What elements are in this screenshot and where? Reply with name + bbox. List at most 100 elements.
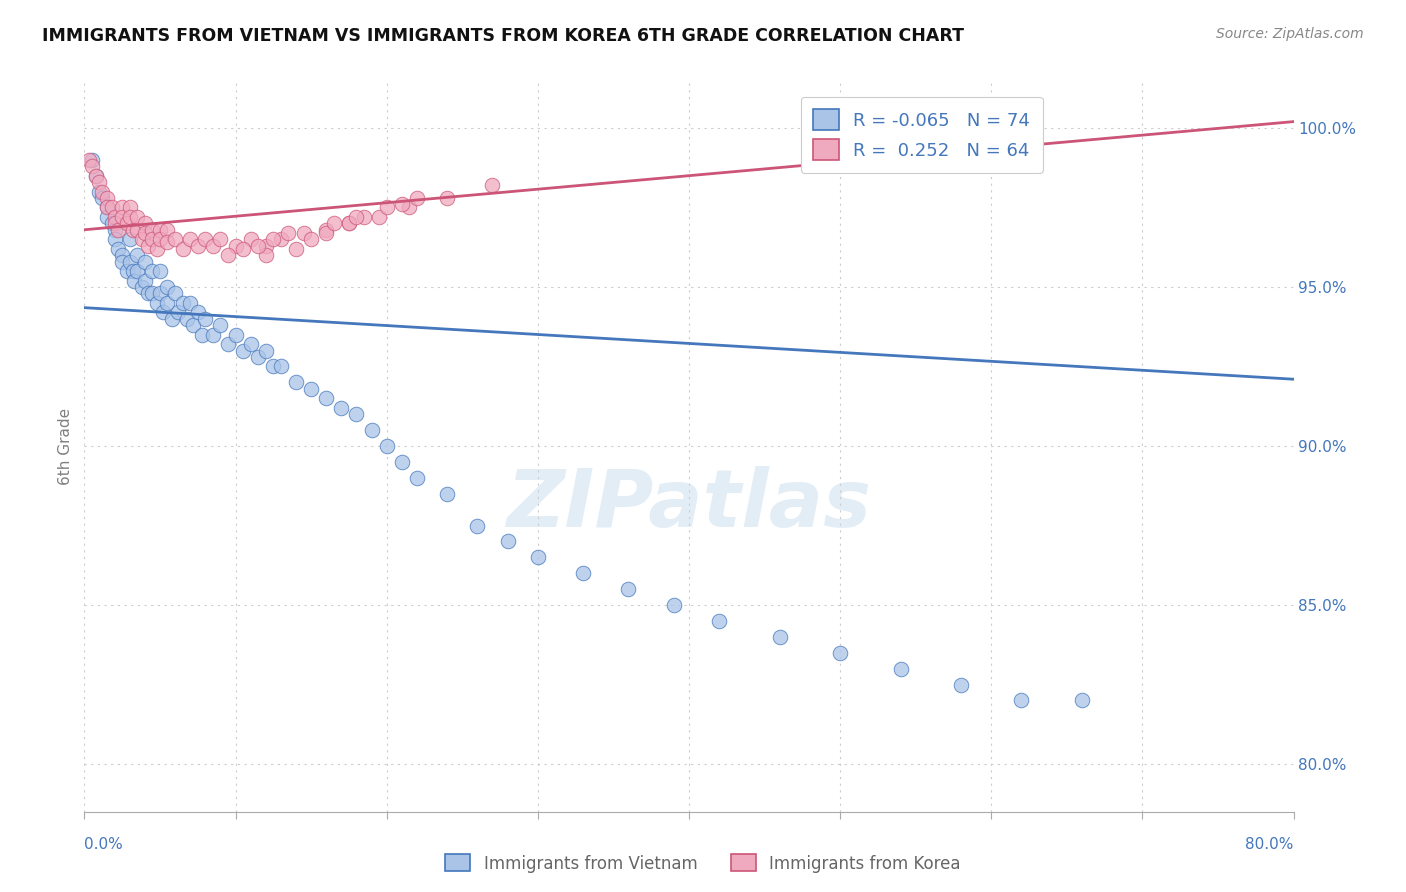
Point <box>346 407 368 421</box>
Point <box>368 210 391 224</box>
Point <box>118 210 141 224</box>
Point <box>481 178 503 193</box>
Point <box>527 550 550 565</box>
Point <box>167 305 190 319</box>
Text: Source: ZipAtlas.com: Source: ZipAtlas.com <box>1216 27 1364 41</box>
Point <box>1071 693 1094 707</box>
Point <box>322 216 344 230</box>
Point <box>181 318 204 333</box>
Point <box>80 159 103 173</box>
Legend: Immigrants from Vietnam, Immigrants from Korea: Immigrants from Vietnam, Immigrants from… <box>439 847 967 880</box>
Point <box>104 210 127 224</box>
Point <box>239 337 262 351</box>
Point <box>436 191 458 205</box>
Point <box>111 210 134 224</box>
Point <box>127 210 149 224</box>
Point <box>315 223 337 237</box>
Point <box>156 280 179 294</box>
Text: 0.0%: 0.0% <box>84 838 124 852</box>
Point <box>134 274 156 288</box>
Point <box>104 216 127 230</box>
Point <box>146 242 169 256</box>
Point <box>247 350 270 364</box>
Point <box>572 566 595 581</box>
Point <box>149 223 172 237</box>
Point <box>277 226 299 240</box>
Point <box>127 248 149 262</box>
Point <box>194 311 217 326</box>
Point <box>232 343 254 358</box>
Point <box>96 201 118 215</box>
Point <box>270 359 292 374</box>
Point <box>131 232 153 246</box>
Point <box>315 392 337 406</box>
Point <box>111 201 134 215</box>
Point <box>406 191 429 205</box>
Point <box>217 337 239 351</box>
Point <box>107 223 129 237</box>
Point <box>118 254 141 268</box>
Point <box>285 242 308 256</box>
Point <box>134 226 156 240</box>
Point <box>100 216 122 230</box>
Point <box>187 305 209 319</box>
Point <box>337 216 360 230</box>
Point <box>254 238 277 252</box>
Point <box>131 280 153 294</box>
Text: 80.0%: 80.0% <box>1246 838 1294 852</box>
Point <box>89 175 111 189</box>
Point <box>141 286 163 301</box>
Point <box>262 232 284 246</box>
Point <box>830 646 852 660</box>
Point <box>890 662 912 676</box>
Y-axis label: 6th Grade: 6th Grade <box>58 408 73 484</box>
Point <box>225 238 247 252</box>
Point <box>122 274 145 288</box>
Point <box>136 286 159 301</box>
Point <box>134 216 156 230</box>
Point <box>262 359 284 374</box>
Legend: R = -0.065   N = 74, R =  0.252   N = 64: R = -0.065 N = 74, R = 0.252 N = 64 <box>801 96 1043 173</box>
Point <box>172 296 194 310</box>
Point <box>496 534 519 549</box>
Point <box>299 232 322 246</box>
Point <box>337 216 360 230</box>
Point <box>201 238 224 252</box>
Point <box>141 223 163 237</box>
Point <box>292 226 315 240</box>
Point <box>96 210 118 224</box>
Point <box>156 296 179 310</box>
Point <box>299 382 322 396</box>
Point <box>239 232 262 246</box>
Point <box>353 210 375 224</box>
Point <box>617 582 640 596</box>
Point <box>330 401 353 415</box>
Point <box>285 376 308 390</box>
Point <box>217 248 239 262</box>
Point <box>315 226 337 240</box>
Point <box>107 242 129 256</box>
Text: IMMIGRANTS FROM VIETNAM VS IMMIGRANTS FROM KOREA 6TH GRADE CORRELATION CHART: IMMIGRANTS FROM VIETNAM VS IMMIGRANTS FR… <box>42 27 965 45</box>
Point <box>179 296 201 310</box>
Point <box>709 614 731 628</box>
Point <box>77 153 100 167</box>
Point <box>375 439 398 453</box>
Point <box>179 232 201 246</box>
Point <box>436 486 458 500</box>
Point <box>360 423 382 437</box>
Point <box>391 197 413 211</box>
Point <box>662 598 685 612</box>
Point <box>391 455 413 469</box>
Point <box>232 242 254 256</box>
Point <box>156 223 179 237</box>
Point <box>191 327 214 342</box>
Point <box>141 232 163 246</box>
Point <box>152 305 174 319</box>
Point <box>406 471 429 485</box>
Point <box>254 343 277 358</box>
Point <box>141 264 163 278</box>
Point <box>96 201 118 215</box>
Point <box>111 254 134 268</box>
Point <box>80 153 103 167</box>
Point <box>111 248 134 262</box>
